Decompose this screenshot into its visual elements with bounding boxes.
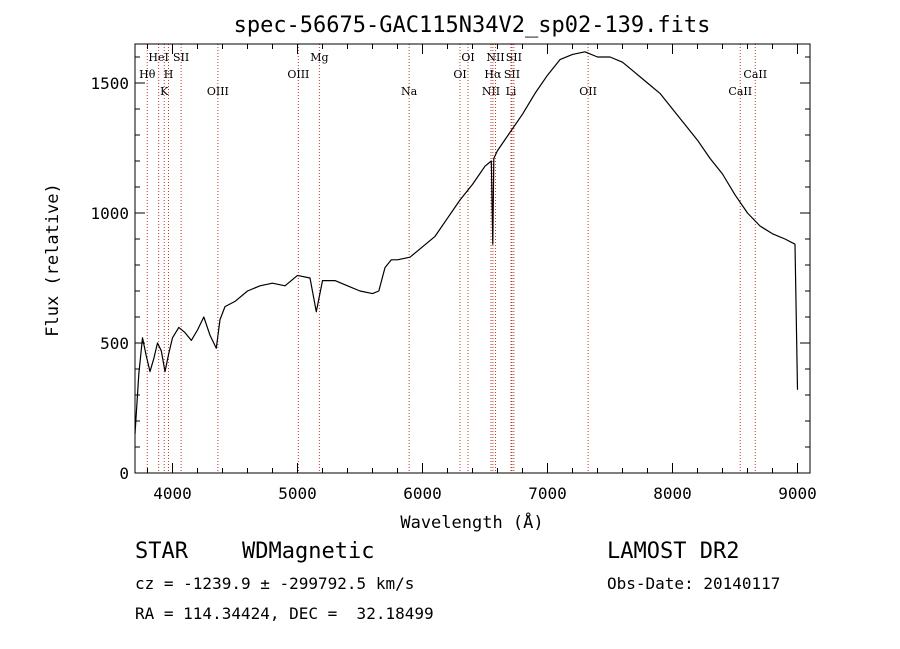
x-tick-label: 8000 <box>653 484 692 503</box>
spectral-line-label: SII <box>173 51 189 64</box>
spectral-line-label: Mg <box>310 51 328 64</box>
spectral-line-label: Li <box>506 85 517 98</box>
plot-frame <box>134 43 811 474</box>
spectral-line-label: OI <box>453 68 466 81</box>
y-tick-label: 500 <box>100 334 129 353</box>
y-tick-label: 1500 <box>90 74 129 93</box>
subclass-label: WDMagnetic <box>242 539 375 564</box>
y-axis-label: Flux (relative) <box>43 183 63 337</box>
cz-text: cz = -1239.9 ± -299792.5 km/s <box>135 574 415 593</box>
spectral-line-label: OIII <box>207 85 229 98</box>
flux-line-0 <box>134 51 799 435</box>
spectral-line-label: HeI <box>148 51 168 64</box>
spectral-line-label: SII <box>506 51 522 64</box>
y-tick-label: 1000 <box>90 204 129 223</box>
y-tick-label: 0 <box>119 464 129 483</box>
x-axis-label: Wavelength (Å) <box>400 511 543 533</box>
spectral-line-label: OII <box>579 85 597 98</box>
spectral-line-label: SII <box>504 68 520 81</box>
x-tick-label: 7000 <box>528 484 567 503</box>
spectral-line-markers: HθHeIKHSIIOIIIOIIIMgNaOIOINIIHαNIISIISII… <box>139 44 767 473</box>
x-tick-label: 5000 <box>278 484 317 503</box>
x-tick-label: 6000 <box>403 484 442 503</box>
spectral-line-label: Hα <box>484 68 502 81</box>
spectral-line-label: OI <box>461 51 474 64</box>
coords-text: RA = 114.34424, DEC = 32.18499 <box>135 604 434 623</box>
spectral-line-label: H <box>164 68 174 81</box>
obs-date-text: Obs-Date: 20140117 <box>607 574 781 593</box>
survey-label: LAMOST DR2 <box>607 539 740 564</box>
spectral-line-label: NII <box>486 51 504 64</box>
spectral-line-label: NII <box>482 85 500 98</box>
class-label: STAR <box>135 539 188 564</box>
chart-title: spec-56675-GAC115N34V2_sp02-139.fits <box>234 13 711 38</box>
spectral-line-label: CaII <box>743 68 767 81</box>
spectral-line-label: Hθ <box>139 68 156 81</box>
x-tick-label: 9000 <box>778 484 817 503</box>
spectral-line-label: OIII <box>287 68 309 81</box>
spectral-line-label: CaII <box>728 85 752 98</box>
x-tick-label: 4000 <box>153 484 192 503</box>
spectral-line-label: Na <box>401 85 418 98</box>
flux-series <box>134 51 799 435</box>
axis-ticks: 4000 5000 6000 7000 8000 9000 0 500 1000 1500 <box>90 44 817 503</box>
spectral-line-label: K <box>160 85 169 98</box>
